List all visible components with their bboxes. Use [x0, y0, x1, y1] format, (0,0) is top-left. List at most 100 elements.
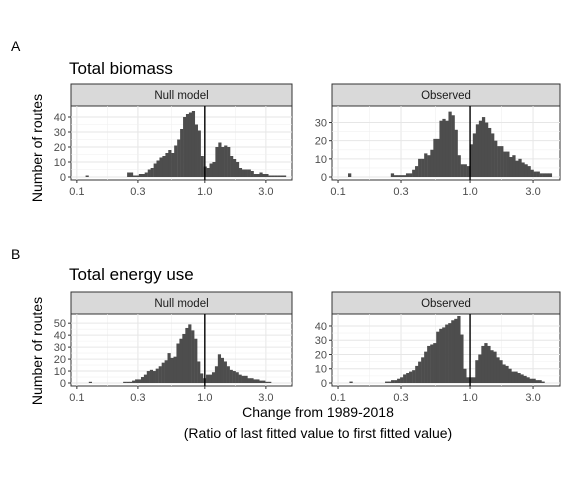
histogram-bar: [427, 345, 431, 383]
histogram-bar: [421, 357, 425, 383]
histogram-bar: [149, 369, 154, 383]
y-tick-label: 10: [315, 154, 327, 166]
histogram-bar: [176, 343, 180, 383]
histogram-bar: [271, 175, 275, 177]
histogram-bar: [250, 171, 254, 177]
histogram-bar: [539, 173, 543, 177]
histogram-bar: [472, 377, 476, 383]
histogram-bar: [277, 175, 281, 177]
histogram-bar: [409, 371, 413, 383]
histogram-bar: [223, 361, 227, 383]
histogram-bar: [390, 173, 395, 177]
histogram-bar: [538, 380, 542, 383]
histogram-bar: [88, 381, 92, 383]
histogram-bar: [262, 174, 266, 177]
histogram-bar: [457, 316, 461, 383]
panel-label-a: A: [11, 38, 21, 54]
histogram-bar: [475, 124, 480, 177]
x-tick-label: 3.0: [525, 186, 540, 198]
histogram-bar: [259, 380, 263, 383]
histogram-bar: [129, 381, 133, 383]
histogram-bar: [150, 168, 154, 177]
histogram-bar: [185, 327, 189, 383]
histogram-bar: [500, 146, 504, 177]
histogram-bar: [232, 371, 236, 383]
histogram-bar: [233, 159, 237, 177]
histogram-bar: [238, 168, 243, 177]
histogram-bar: [214, 366, 219, 383]
y-tick-label: 20: [54, 354, 66, 366]
histogram-bar: [132, 175, 137, 177]
x-tick-label: 1.0: [462, 186, 477, 198]
x-tick-label: 0.3: [393, 392, 408, 404]
y-tick-label: 40: [54, 112, 66, 124]
x-tick-label: 1.0: [462, 392, 477, 404]
histogram-bar: [517, 373, 521, 383]
histogram-bar: [400, 377, 404, 383]
histogram-bar: [445, 324, 449, 383]
histogram-bar: [526, 377, 530, 383]
histogram-bar: [188, 324, 192, 383]
histogram-bar: [418, 361, 422, 383]
histogram-bar: [123, 381, 127, 383]
histogram-bar: [478, 120, 483, 177]
histogram-bar: [191, 111, 196, 177]
histogram-bar: [520, 374, 524, 383]
y-tick-label: 50: [54, 318, 66, 330]
histogram-bar: [180, 129, 184, 177]
histogram-bar: [484, 122, 489, 177]
y-tick-label: 20: [315, 136, 327, 148]
facet-strip-label-b-null: Null model: [154, 298, 208, 310]
histogram-bar: [171, 153, 175, 177]
histogram-bar: [397, 378, 401, 383]
x-tick-label: 1.0: [197, 392, 212, 404]
histogram-bar: [541, 381, 545, 383]
histogram-bar: [418, 158, 422, 177]
histogram-bar: [463, 368, 467, 383]
y-axis-label-b: Number of routes: [29, 297, 45, 405]
histogram-bar: [135, 379, 139, 383]
histogram-bar: [493, 351, 497, 383]
facet-b-observed: Observed 0 10 20 30 40 0.1 0.3 1.0 3.0: [315, 291, 561, 404]
histogram-bar: [162, 156, 166, 177]
histogram-bar: [268, 175, 272, 177]
y-tick-label: 20: [315, 349, 327, 361]
histogram-bar: [394, 380, 398, 383]
histogram-bar: [262, 380, 266, 383]
histogram-bar: [514, 371, 518, 383]
y-tick-label: 0: [321, 378, 327, 390]
y-tick-label: 20: [54, 142, 66, 154]
histogram-bar: [466, 377, 470, 383]
histogram-bar: [548, 173, 553, 177]
panel-label-b: B: [11, 246, 20, 262]
histogram-bar: [469, 377, 473, 383]
histogram-bar: [463, 164, 467, 177]
y-tick-label: 0: [60, 378, 66, 390]
histogram-bar: [445, 120, 449, 177]
y-tick-label: 30: [54, 127, 66, 139]
histogram-bar: [153, 163, 157, 177]
histogram-bar: [265, 381, 269, 383]
histogram-bar: [405, 173, 410, 177]
x-tick-label: 0.1: [69, 392, 84, 404]
histogram-bar: [499, 360, 503, 383]
histogram-bar: [509, 157, 513, 177]
histogram-bar: [391, 380, 395, 383]
histogram-bar: [545, 173, 550, 177]
histogram-bar: [85, 175, 89, 177]
panel-title-b: Total energy use: [69, 265, 194, 284]
histogram-bar: [126, 381, 130, 383]
histogram-bar: [348, 173, 352, 177]
y-tick-label: 0: [60, 172, 66, 184]
histogram-bar: [215, 147, 219, 177]
histogram-bar: [442, 327, 446, 383]
histogram-bar: [173, 356, 177, 383]
histogram-bar: [451, 115, 455, 177]
histogram-bar: [502, 364, 506, 383]
histogram-bar: [524, 164, 528, 177]
histogram-bar: [256, 174, 260, 177]
histogram-bar: [227, 147, 231, 177]
histogram-bar: [494, 140, 498, 177]
histogram-bar: [415, 365, 419, 383]
x-tick-label: 0.1: [330, 392, 345, 404]
